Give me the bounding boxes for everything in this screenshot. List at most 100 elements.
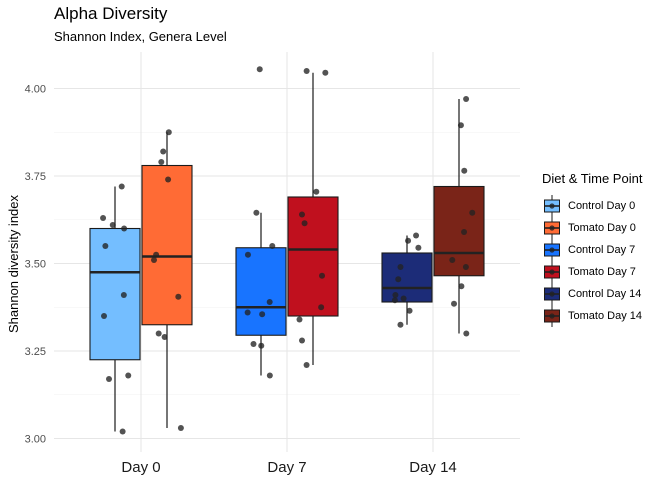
data-point — [313, 188, 320, 195]
x-tick-label: Day 14 — [409, 459, 457, 476]
data-point — [318, 304, 325, 311]
data-point — [397, 321, 404, 328]
data-point — [400, 295, 407, 302]
legend-items: Control Day 0 Tomato Day 0 Control Day 7 To… — [542, 195, 670, 327]
legend-key — [544, 261, 560, 283]
box — [141, 164, 193, 326]
data-point — [121, 225, 128, 232]
data-point — [100, 215, 107, 221]
legend-item: Tomato Day 0 — [542, 217, 670, 239]
data-point — [463, 330, 470, 337]
data-point — [158, 159, 165, 165]
data-point — [463, 96, 470, 102]
data-point — [303, 68, 310, 74]
data-point — [319, 272, 326, 279]
data-point — [151, 257, 158, 263]
box — [89, 227, 141, 361]
data-point — [253, 209, 260, 216]
box-series — [381, 232, 433, 328]
chart-subtitle: Shannon Index, Genera Level — [54, 29, 227, 44]
legend-point — [549, 203, 555, 209]
data-point — [405, 237, 412, 244]
box-series — [433, 96, 485, 337]
chart-title: Alpha Diversity — [54, 4, 168, 23]
data-point — [397, 264, 404, 270]
data-point — [469, 209, 476, 216]
data-point — [118, 183, 125, 190]
data-point — [395, 276, 402, 283]
data-point — [244, 251, 251, 258]
data-point — [458, 283, 465, 290]
data-point — [413, 232, 420, 239]
box-series — [89, 183, 141, 435]
legend-label: Control Day 7 — [568, 244, 636, 256]
data-point — [296, 316, 303, 323]
legend-key — [544, 239, 560, 261]
legend: Diet & Time Point Control Day 0 Tomato Da… — [542, 171, 670, 327]
data-point — [266, 299, 273, 305]
x-tick-label: Day 0 — [121, 459, 160, 476]
data-point — [175, 293, 182, 300]
data-point — [160, 148, 167, 155]
y-tick-label: 4.00 — [25, 84, 46, 96]
data-point — [462, 264, 469, 270]
legend-item: Control Day 7 — [542, 239, 670, 261]
data-point — [109, 222, 116, 228]
x-tick-label: Day 7 — [267, 459, 306, 476]
legend-key — [544, 217, 560, 239]
legend-key — [544, 195, 560, 217]
data-point — [258, 342, 265, 349]
box-series — [235, 66, 287, 379]
data-point — [250, 341, 257, 347]
data-point — [120, 292, 127, 298]
data-point — [105, 376, 112, 382]
data-point — [449, 257, 456, 263]
data-point — [119, 428, 126, 435]
legend-label: Control Day 14 — [568, 288, 642, 300]
data-point — [415, 244, 422, 251]
data-point — [301, 220, 308, 227]
data-point — [165, 129, 172, 136]
legend-point — [549, 313, 555, 319]
box-series — [287, 68, 339, 368]
y-tick-label: 3.50 — [25, 259, 46, 271]
y-axis-title: Shannon diversity index — [6, 194, 21, 333]
legend-point — [549, 291, 555, 297]
data-point — [165, 176, 172, 183]
box — [381, 252, 433, 303]
data-point — [322, 69, 329, 76]
data-point — [406, 307, 413, 314]
data-point — [392, 292, 399, 298]
data-point — [298, 211, 305, 218]
data-point — [153, 251, 160, 258]
box — [433, 185, 485, 277]
data-point — [244, 309, 251, 316]
data-point — [269, 243, 276, 249]
data-point — [303, 362, 310, 368]
data-point — [461, 229, 468, 235]
data-point — [155, 330, 162, 337]
legend-title: Diet & Time Point — [542, 171, 643, 186]
data-point — [256, 66, 263, 73]
data-point — [391, 297, 398, 304]
data-point — [125, 372, 132, 379]
data-point — [266, 372, 273, 379]
data-point — [461, 167, 468, 174]
data-point — [101, 313, 108, 319]
data-point — [161, 334, 168, 340]
legend-label: Tomato Day 14 — [568, 310, 642, 322]
data-point — [259, 311, 266, 318]
data-point — [177, 425, 184, 431]
legend-item: Control Day 14 — [542, 283, 670, 305]
legend-item: Control Day 0 — [542, 195, 670, 217]
data-point — [102, 243, 109, 249]
box-series — [141, 129, 193, 431]
data-point — [299, 337, 306, 344]
y-tick-label: 3.00 — [25, 434, 46, 446]
legend-label: Tomato Day 0 — [568, 222, 636, 234]
box — [235, 247, 287, 336]
box — [287, 196, 339, 317]
legend-point — [549, 225, 555, 231]
legend-item: Tomato Day 14 — [542, 305, 670, 327]
